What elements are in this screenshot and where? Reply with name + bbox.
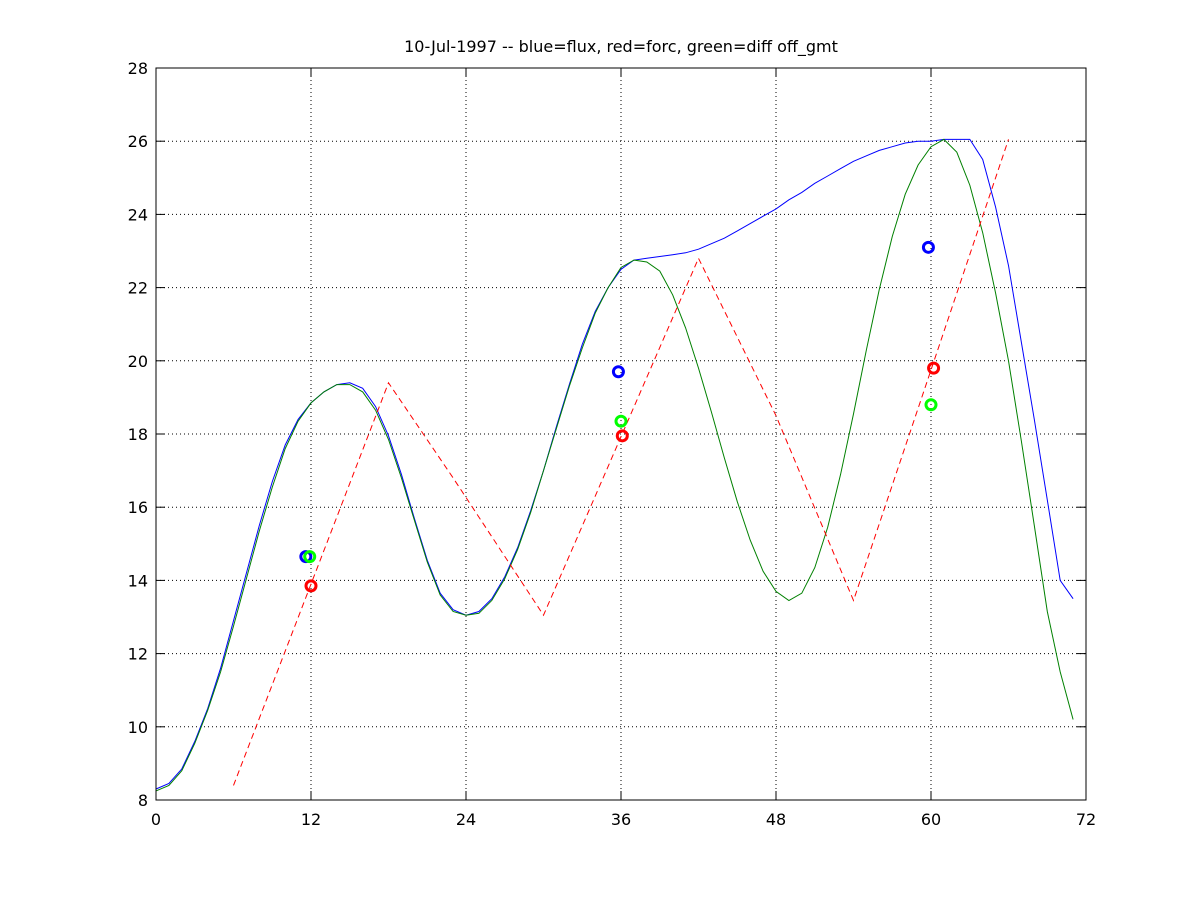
red-circle-marker bbox=[615, 429, 629, 443]
y-tick-label: 26 bbox=[128, 132, 148, 151]
x-tick-label: 24 bbox=[456, 810, 476, 829]
x-tick-label: 0 bbox=[151, 810, 161, 829]
y-tick-label: 12 bbox=[128, 645, 148, 664]
y-tick-labels: 8 10 12 14 16 18 20 22 24 26 28 bbox=[128, 59, 148, 810]
x-tick-labels: 0 12 24 36 48 60 72 bbox=[151, 810, 1096, 829]
red-circle-marker bbox=[927, 361, 941, 375]
green-circle-marker bbox=[303, 550, 317, 564]
y-tick-label: 10 bbox=[128, 718, 148, 737]
red-series-line bbox=[233, 139, 1009, 786]
x-tick-label: 12 bbox=[301, 810, 321, 829]
green-circle-marker bbox=[924, 398, 938, 412]
red-circle-marker bbox=[304, 579, 318, 593]
y-tick-label: 24 bbox=[128, 205, 148, 224]
y-tick-label: 14 bbox=[128, 571, 148, 590]
x-tick-label: 72 bbox=[1076, 810, 1096, 829]
blue-circle-marker bbox=[611, 365, 625, 379]
x-tick-label: 60 bbox=[921, 810, 941, 829]
axis-ticks bbox=[155, 67, 1087, 801]
y-tick-label: 20 bbox=[128, 352, 148, 371]
data-markers bbox=[299, 240, 941, 593]
x-tick-label: 36 bbox=[611, 810, 631, 829]
green-circle-marker bbox=[614, 414, 628, 428]
green-series-line bbox=[155, 138, 1074, 792]
blue-circle-marker bbox=[921, 240, 935, 254]
series-lines bbox=[155, 138, 1074, 792]
y-tick-label: 8 bbox=[138, 791, 148, 810]
y-tick-label: 22 bbox=[128, 279, 148, 298]
y-tick-label: 28 bbox=[128, 59, 148, 78]
chart-title: 10-Jul-1997 -- blue=flux, red=forc, gree… bbox=[404, 37, 838, 57]
x-tick-label: 48 bbox=[766, 810, 786, 829]
y-tick-label: 18 bbox=[128, 425, 148, 444]
grid-lines bbox=[156, 68, 1086, 800]
y-tick-label: 16 bbox=[128, 498, 148, 517]
